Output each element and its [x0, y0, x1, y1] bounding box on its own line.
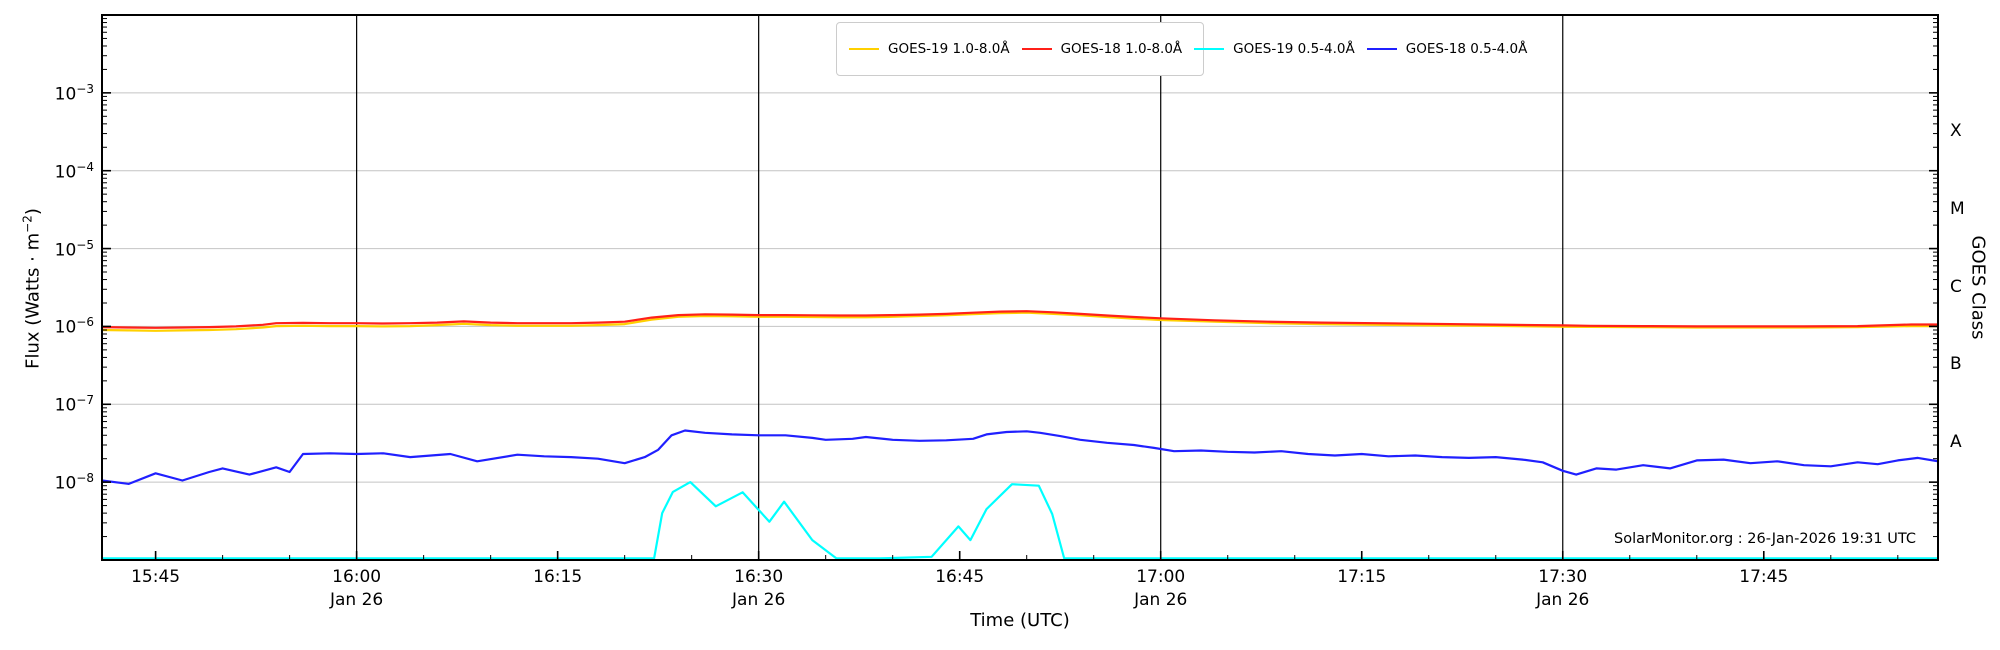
y-tick-label-1e-6: 10−6: [54, 315, 94, 339]
legend-label: GOES-18 1.0-8.0Å: [1060, 41, 1183, 57]
legend-label: GOES-19 0.5-4.0Å: [1233, 41, 1355, 57]
x-tick-date-16:30: Jan 26: [731, 590, 785, 610]
legend-label: GOES-19 1.0-8.0Å: [888, 41, 1010, 57]
x-tick-label-15:45: 15:45: [131, 567, 180, 587]
y-tick-label-1e-4: 10−4: [54, 159, 94, 183]
legend-swatch-goes19-short-icon: [1194, 48, 1225, 50]
x-tick-label-16:30: 16:30: [734, 567, 783, 587]
series-goes18_long: [102, 310, 1938, 329]
y-tick-label-1e-7: 10−7: [54, 393, 94, 416]
legend: GOES-19 1.0-8.0Å GOES-18 1.0-8.0Å GOES-1…: [836, 22, 1527, 76]
x-tick-label-16:15: 16:15: [533, 567, 582, 587]
x-tick-label-17:00: 17:00: [1136, 567, 1185, 587]
x-tick-label-17:15: 17:15: [1337, 567, 1386, 587]
x-tick-label-16:00: 16:00: [332, 567, 381, 587]
legend-item-goes19-long: GOES-19 1.0-8.0Å: [837, 36, 1010, 63]
legend-label: GOES-18 0.5-4.0Å: [1405, 41, 1528, 57]
x-tick-label-16:45: 16:45: [935, 567, 984, 587]
x-tick-label-17:45: 17:45: [1739, 567, 1788, 587]
goes-class-label-B: B: [1950, 354, 1962, 375]
y-axis-title-left: Flux (Watts · m−2): [20, 208, 44, 369]
goes-class-label-C: C: [1950, 276, 1962, 297]
legend-swatch-goes18-short-icon: [1366, 48, 1397, 50]
x-tick-date-17:30: Jan 26: [1535, 590, 1589, 610]
legend-swatch-goes19-long-icon: [849, 48, 879, 50]
x-tick-date-17:00: Jan 26: [1133, 590, 1187, 610]
y-axis-title-right: GOES Class: [1967, 235, 1989, 340]
x-tick-label-17:30: 17:30: [1538, 567, 1587, 587]
legend-swatch-goes18-long-icon: [1021, 48, 1052, 50]
y-tick-label-1e-5: 10−5: [54, 237, 94, 261]
series-goes19_long: [102, 311, 1938, 332]
plot-border: [101, 14, 1939, 561]
goes-class-label-M: M: [1950, 198, 1965, 219]
series-goes18_short: [102, 429, 1938, 485]
y-tick-label-1e-8: 10−8: [54, 471, 94, 494]
legend-item-goes19-short: GOES-19 0.5-4.0Å: [1182, 36, 1355, 63]
x-axis-title: Time (UTC): [970, 610, 1070, 631]
y-tick-label-1e-3: 10−3: [54, 81, 94, 105]
watermark-text: SolarMonitor.org : 26-Jan-2026 19:31 UTC: [1614, 531, 1916, 547]
goes-class-label-X: X: [1950, 120, 1962, 141]
series-goes19_short: [102, 481, 1938, 560]
legend-item-goes18-short: GOES-18 0.5-4.0Å: [1355, 36, 1528, 63]
legend-item-goes18-long: GOES-18 1.0-8.0Å: [1010, 36, 1183, 63]
x-tick-date-16:00: Jan 26: [329, 590, 383, 610]
goes-class-label-A: A: [1950, 432, 1962, 453]
